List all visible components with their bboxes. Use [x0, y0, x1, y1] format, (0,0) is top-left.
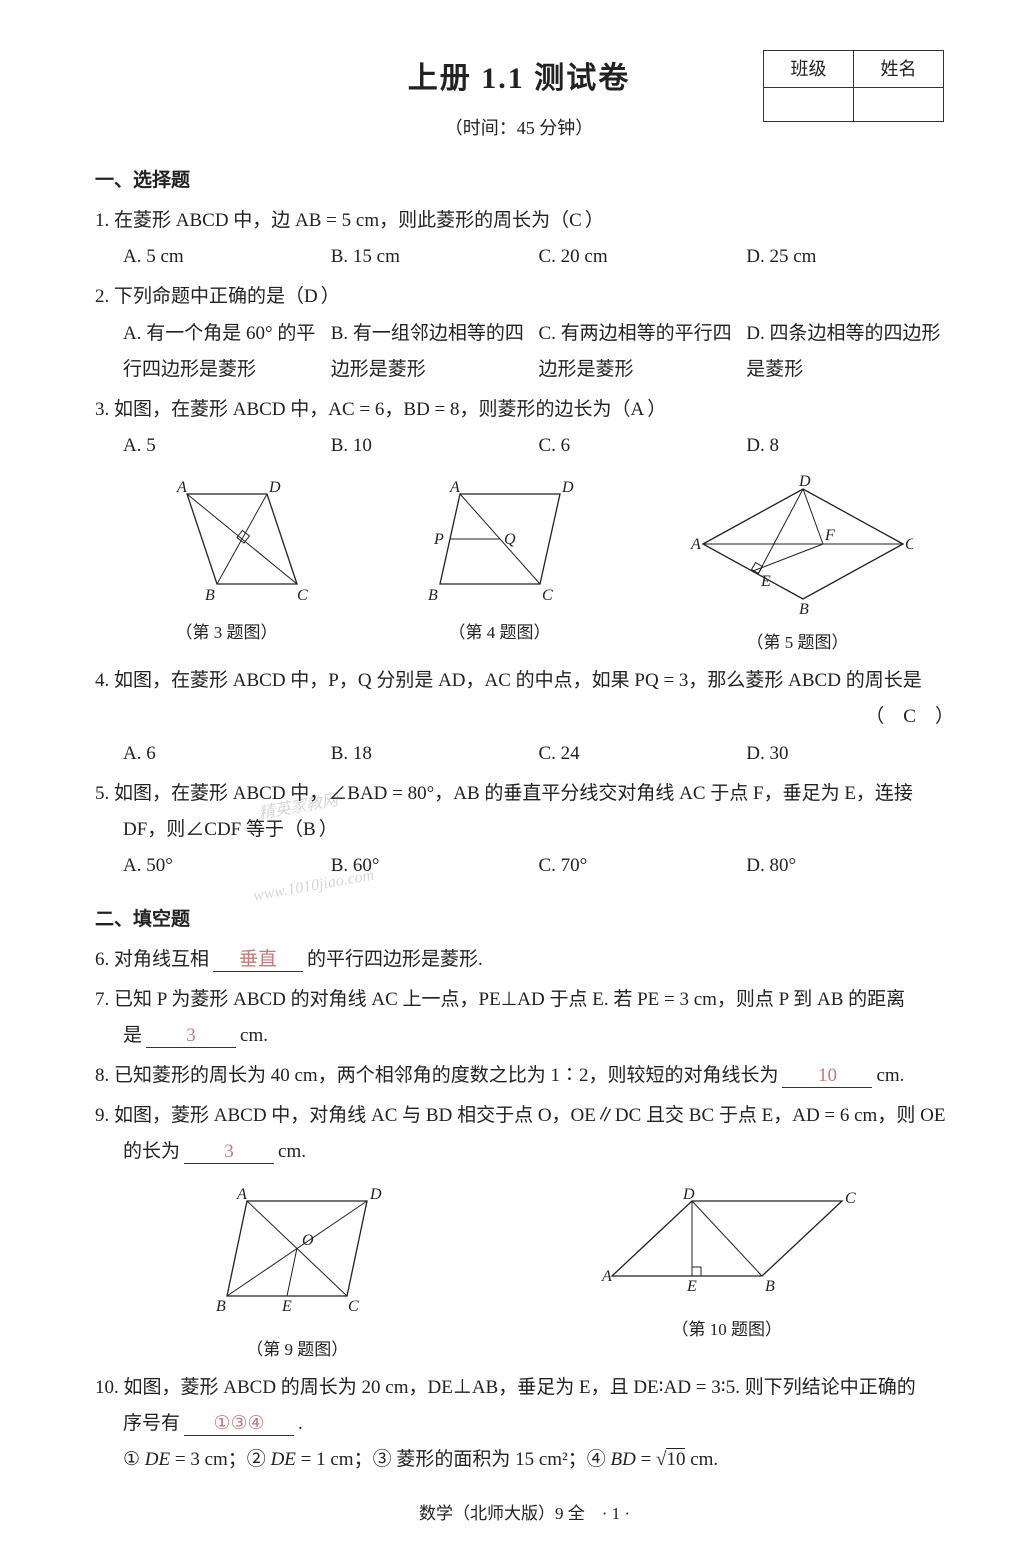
- svg-text:D: D: [798, 474, 811, 490]
- page-subtitle: （时间：45 分钟）: [275, 111, 763, 145]
- section-2-heading: 二、填空题: [95, 902, 954, 938]
- svg-text:A: A: [601, 1268, 612, 1285]
- svg-text:B: B: [216, 1298, 226, 1315]
- q4: 4. 如图，在菱形 ABCD 中，P，Q 分别是 AD，AC 的中点，如果 PQ…: [95, 663, 954, 771]
- svg-text:C: C: [845, 1190, 856, 1207]
- svg-text:C: C: [348, 1298, 359, 1315]
- info-class-field[interactable]: [764, 88, 854, 122]
- svg-text:B: B: [765, 1278, 775, 1295]
- q3-opt-c[interactable]: C. 6: [539, 428, 747, 464]
- q10-options: ① DE = 3 cm；② DE = 1 cm；③ 菱形的面积为 15 cm²；…: [95, 1442, 954, 1478]
- q1-answer: C: [569, 210, 585, 231]
- svg-text:D: D: [682, 1186, 695, 1203]
- q5: 5. 如图，在菱形 ABCD 中，∠BAD = 80°，AB 的垂直平分线交对角…: [95, 776, 954, 884]
- q2-opt-c[interactable]: C. 有两边相等的平行四边形是菱形: [539, 316, 747, 388]
- svg-text:E: E: [686, 1278, 697, 1295]
- figure-row-2: A D B C E O （第 9 题图） A B C D E （第 10 题图）: [95, 1181, 954, 1366]
- q4-opt-d[interactable]: D. 30: [746, 736, 954, 772]
- q5-answer: B: [303, 819, 319, 840]
- page-title: 上册 1.1 测试卷: [275, 50, 763, 107]
- svg-text:B: B: [799, 601, 809, 614]
- figure-row-1: A D B C （第 3 题图） A D P Q B C （第 4 题图）: [95, 474, 954, 659]
- q9-line1: 9. 如图，菱形 ABCD 中，对角线 AC 与 BD 相交于点 O，OE∥DC…: [95, 1098, 954, 1134]
- svg-text:D: D: [369, 1186, 382, 1203]
- q3-opt-d[interactable]: D. 8: [746, 428, 954, 464]
- q4-opt-c[interactable]: C. 24: [539, 736, 747, 772]
- q3-opt-b[interactable]: B. 10: [331, 428, 539, 464]
- info-class-label: 班级: [764, 51, 854, 88]
- svg-text:A: A: [236, 1186, 247, 1203]
- q5-opt-d[interactable]: D. 80°: [746, 848, 954, 884]
- svg-text:A: A: [690, 536, 701, 553]
- q5-opt-a[interactable]: A. 50°: [123, 848, 331, 884]
- svg-text:E: E: [760, 573, 771, 590]
- svg-text:A: A: [176, 479, 187, 496]
- q1-opt-a[interactable]: A. 5 cm: [123, 239, 331, 275]
- info-name-field[interactable]: [854, 88, 944, 122]
- q4-opt-b[interactable]: B. 18: [331, 736, 539, 772]
- q3-answer: A: [631, 399, 648, 420]
- svg-text:C: C: [905, 536, 913, 553]
- q1-opt-b[interactable]: B. 15 cm: [331, 239, 539, 275]
- fig4: A D P Q B C （第 4 题图）: [400, 474, 600, 659]
- q1: 1. 在菱形 ABCD 中，边 AB = 5 cm，则此菱形的周长为（C） A.…: [95, 203, 954, 275]
- q2: 2. 下列命题中正确的是（D） A. 有一个角是 60° 的平行四边形是菱形 B…: [95, 279, 954, 387]
- svg-text:E: E: [281, 1298, 292, 1315]
- fig10-caption: （第 10 题图）: [597, 1314, 857, 1346]
- q7: 7. 已知 P 为菱形 ABCD 的对角线 AC 上一点，PE⊥AD 于点 E.…: [95, 982, 954, 1054]
- q3: 3. 如图，在菱形 ABCD 中，AC = 6，BD = 8，则菱形的边长为（A…: [95, 392, 954, 464]
- fig4-caption: （第 4 题图）: [400, 617, 600, 649]
- q3-opt-a[interactable]: A. 5: [123, 428, 331, 464]
- svg-text:D: D: [561, 479, 574, 496]
- q1-opt-c[interactable]: C. 20 cm: [539, 239, 747, 275]
- q1-opt-d[interactable]: D. 25 cm: [746, 239, 954, 275]
- q5-opt-c[interactable]: C. 70°: [539, 848, 747, 884]
- q5-line1: 5. 如图，在菱形 ABCD 中，∠BAD = 80°，AB 的垂直平分线交对角…: [95, 776, 954, 812]
- q4-text: 4. 如图，在菱形 ABCD 中，P，Q 分别是 AD，AC 的中点，如果 PQ…: [95, 670, 922, 691]
- q8-answer[interactable]: 10: [782, 1066, 872, 1088]
- q9: 9. 如图，菱形 ABCD 中，对角线 AC 与 BD 相交于点 O，OE∥DC…: [95, 1098, 954, 1170]
- svg-text:C: C: [297, 587, 308, 604]
- fig3: A D B C （第 3 题图）: [137, 474, 317, 659]
- q4-paren: （ C ）: [865, 699, 954, 735]
- fig5-caption: （第 5 题图）: [683, 627, 913, 659]
- q5-opt-b[interactable]: B. 60°: [331, 848, 539, 884]
- svg-text:B: B: [428, 587, 438, 604]
- svg-text:C: C: [542, 587, 553, 604]
- q2-answer: D: [304, 286, 321, 307]
- q7-answer[interactable]: 3: [146, 1026, 236, 1048]
- fig9-caption: （第 9 题图）: [192, 1334, 402, 1366]
- section-1-heading: 一、选择题: [95, 163, 954, 199]
- q2-opt-a[interactable]: A. 有一个角是 60° 的平行四边形是菱形: [123, 316, 331, 388]
- fig5: A D C B E F （第 5 题图）: [683, 474, 913, 659]
- q6-answer[interactable]: 垂直: [213, 950, 303, 972]
- svg-text:A: A: [449, 479, 460, 496]
- svg-text:O: O: [302, 1232, 314, 1249]
- q2-opt-d[interactable]: D. 四条边相等的四边形是菱形: [746, 316, 954, 388]
- q9-answer[interactable]: 3: [184, 1142, 274, 1164]
- q6: 6. 对角线互相垂直的平行四边形是菱形.: [95, 942, 954, 978]
- info-table: 班级 姓名: [763, 50, 944, 122]
- q10-line1: 10. 如图，菱形 ABCD 的周长为 20 cm，DE⊥AB，垂足为 E，且 …: [95, 1370, 954, 1406]
- fig9: A D B C E O （第 9 题图）: [192, 1181, 402, 1366]
- svg-text:B: B: [205, 587, 215, 604]
- fig3-caption: （第 3 题图）: [137, 617, 317, 649]
- svg-text:D: D: [268, 479, 281, 496]
- svg-text:Q: Q: [504, 531, 516, 548]
- svg-text:F: F: [824, 527, 835, 544]
- q8: 8. 已知菱形的周长为 40 cm，两个相邻角的度数之比为 1∶2，则较短的对角…: [95, 1058, 954, 1094]
- q1-text: 1. 在菱形 ABCD 中，边 AB = 5 cm，则此菱形的周长为（C）: [95, 210, 604, 231]
- fig10: A B C D E （第 10 题图）: [597, 1181, 857, 1366]
- q10-answer[interactable]: ①③④: [184, 1414, 294, 1436]
- svg-text:P: P: [433, 531, 444, 548]
- q10: 10. 如图，菱形 ABCD 的周长为 20 cm，DE⊥AB，垂足为 E，且 …: [95, 1370, 954, 1478]
- q4-opt-a[interactable]: A. 6: [123, 736, 331, 772]
- header: 上册 1.1 测试卷 （时间：45 分钟） 班级 姓名: [95, 50, 954, 145]
- page-footer: 数学（北师大版）9 全 · 1 ·: [95, 1498, 954, 1530]
- info-name-label: 姓名: [854, 51, 944, 88]
- q7-line1: 7. 已知 P 为菱形 ABCD 的对角线 AC 上一点，PE⊥AD 于点 E.…: [95, 982, 954, 1018]
- q2-opt-b[interactable]: B. 有一组邻边相等的四边形是菱形: [331, 316, 539, 388]
